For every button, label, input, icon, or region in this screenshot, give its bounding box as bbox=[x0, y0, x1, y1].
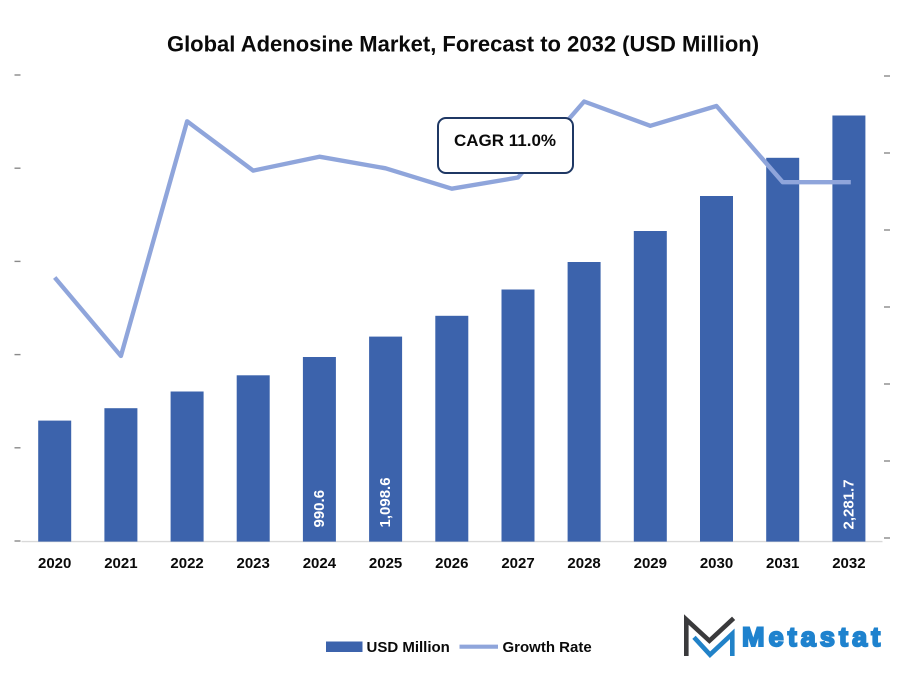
svg-text:USD Million: USD Million bbox=[367, 639, 450, 656]
svg-text:2023: 2023 bbox=[237, 555, 270, 572]
svg-text:2022: 2022 bbox=[170, 555, 203, 572]
svg-text:2024: 2024 bbox=[303, 555, 337, 572]
svg-text:2031: 2031 bbox=[766, 555, 799, 572]
svg-text:2030: 2030 bbox=[700, 555, 733, 572]
svg-text:2021: 2021 bbox=[104, 555, 137, 572]
svg-text:2028: 2028 bbox=[567, 555, 600, 572]
svg-text:2026: 2026 bbox=[435, 555, 468, 572]
svg-text:2032: 2032 bbox=[832, 555, 865, 572]
svg-text:Metastat: Metastat bbox=[742, 622, 884, 652]
svg-text:2,281.7: 2,281.7 bbox=[840, 479, 857, 529]
svg-text:990.6: 990.6 bbox=[311, 490, 328, 528]
svg-text:2020: 2020 bbox=[38, 555, 71, 572]
svg-text:2027: 2027 bbox=[501, 555, 534, 572]
svg-text:Global Adenosine Market, Forec: Global Adenosine Market, Forecast to 203… bbox=[167, 32, 759, 57]
svg-text:CAGR 11.0%: CAGR 11.0% bbox=[454, 131, 556, 150]
svg-text:Growth Rate: Growth Rate bbox=[503, 639, 592, 656]
svg-text:1,098.6: 1,098.6 bbox=[377, 477, 394, 527]
svg-text:2025: 2025 bbox=[369, 555, 402, 572]
svg-text:2029: 2029 bbox=[634, 555, 667, 572]
